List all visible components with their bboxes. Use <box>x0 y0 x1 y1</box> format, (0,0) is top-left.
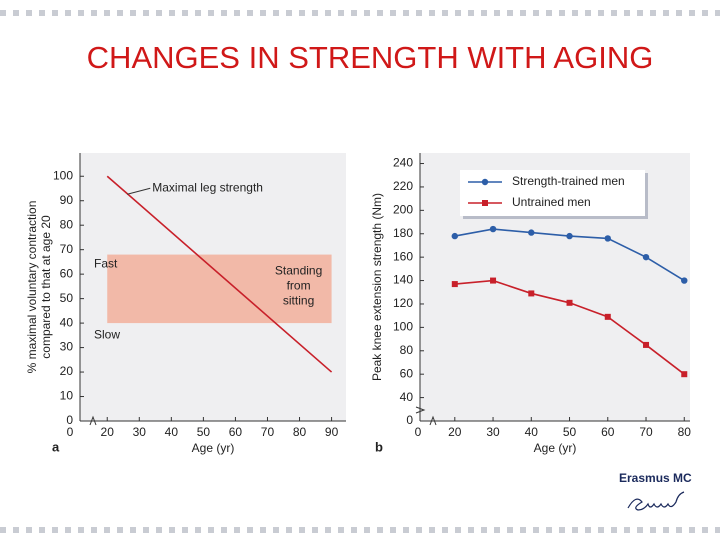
y-tick-label: 10 <box>60 389 74 403</box>
y-tick-label: 180 <box>393 226 413 240</box>
axis-break <box>429 415 437 426</box>
y-tick-label: 60 <box>400 366 414 380</box>
y-tick-label: 0 <box>66 413 73 427</box>
shaded-range <box>107 254 332 324</box>
y-axis-label: % maximal voluntary contraction <box>25 201 39 374</box>
x-tick-label: 30 <box>486 425 500 439</box>
border-bottom <box>0 527 720 533</box>
y-tick-label: 70 <box>60 242 74 256</box>
range-label: Standing <box>275 264 322 278</box>
y-tick-label: 80 <box>400 343 414 357</box>
x-tick-label: 20 <box>448 425 462 439</box>
leader-line <box>127 187 151 195</box>
x-tick-label: 90 <box>325 425 339 439</box>
border-top <box>0 10 720 16</box>
panel-label: a <box>52 439 60 454</box>
slide-title: CHANGES IN STRENGTH WITH AGING <box>86 40 654 75</box>
range-label: Fast <box>94 257 118 271</box>
x-tick-label: 60 <box>229 425 243 439</box>
axis-break <box>89 415 97 426</box>
y-tick-label: 30 <box>60 340 74 354</box>
x-axis-label: Age (yr) <box>192 441 235 455</box>
y-tick-label: 160 <box>393 249 413 263</box>
y-tick-label: 80 <box>60 217 74 231</box>
legend-label: Untrained men <box>512 195 591 209</box>
x-tick-label: 50 <box>197 425 211 439</box>
x-tick-label: 70 <box>261 425 275 439</box>
x-axis-label: Age (yr) <box>534 441 577 455</box>
point <box>528 290 535 297</box>
range-label: sitting <box>283 294 314 308</box>
y-tick-label: 60 <box>60 266 74 280</box>
legend-marker <box>481 178 489 186</box>
logo: Erasmus MC <box>619 471 692 485</box>
point <box>489 225 497 233</box>
x-tick-label: 40 <box>525 425 539 439</box>
x-tick-label: 30 <box>133 425 147 439</box>
y-tick-label: 40 <box>60 315 74 329</box>
series-label: Maximal leg strength <box>152 180 263 194</box>
y-tick-label: 240 <box>393 156 413 170</box>
y-tick-label: 20 <box>60 364 74 378</box>
y-tick-label: 40 <box>400 390 414 404</box>
x-tick-label: 60 <box>601 425 615 439</box>
x-tick-label: 80 <box>293 425 307 439</box>
point <box>643 341 650 348</box>
point <box>681 277 688 284</box>
y-axis-label: compared to that at age 20 <box>39 215 53 359</box>
x-tick-label: 40 <box>165 425 179 439</box>
point <box>604 313 611 320</box>
series-line <box>106 175 333 373</box>
y-tick-label: 200 <box>393 203 413 217</box>
y-tick-label: 140 <box>393 273 413 287</box>
legend <box>460 170 645 216</box>
y-tick-label: 220 <box>393 179 413 193</box>
point <box>566 299 573 306</box>
x-tick-label: 70 <box>639 425 653 439</box>
axis-break <box>415 406 426 414</box>
range-label: from <box>287 279 311 293</box>
y-break-label: 0 <box>406 413 413 427</box>
point <box>451 232 459 240</box>
y-tick-label: 100 <box>53 168 73 182</box>
legend-label: Strength-trained men <box>512 174 625 188</box>
point <box>604 235 611 242</box>
point <box>566 232 573 240</box>
y-tick-label: 120 <box>393 296 413 310</box>
point <box>451 281 458 288</box>
point <box>642 253 650 261</box>
y-axis-label: Peak knee extension strength (Nm) <box>370 193 384 381</box>
x-tick-label: 50 <box>563 425 577 439</box>
range-label: Slow <box>94 327 120 341</box>
panel-label: b <box>375 439 383 454</box>
x-break-label: 0 <box>67 425 74 439</box>
legend-marker <box>482 200 488 206</box>
x-tick-label: 80 <box>678 425 692 439</box>
logo-signature <box>627 491 685 511</box>
point <box>490 277 497 284</box>
y-tick-label: 50 <box>60 291 74 305</box>
x-tick-label: 20 <box>101 425 115 439</box>
y-tick-label: 100 <box>393 320 413 334</box>
point <box>528 229 535 236</box>
point <box>681 371 688 378</box>
y-tick-label: 90 <box>60 193 74 207</box>
x-break-label: 0 <box>415 425 422 439</box>
